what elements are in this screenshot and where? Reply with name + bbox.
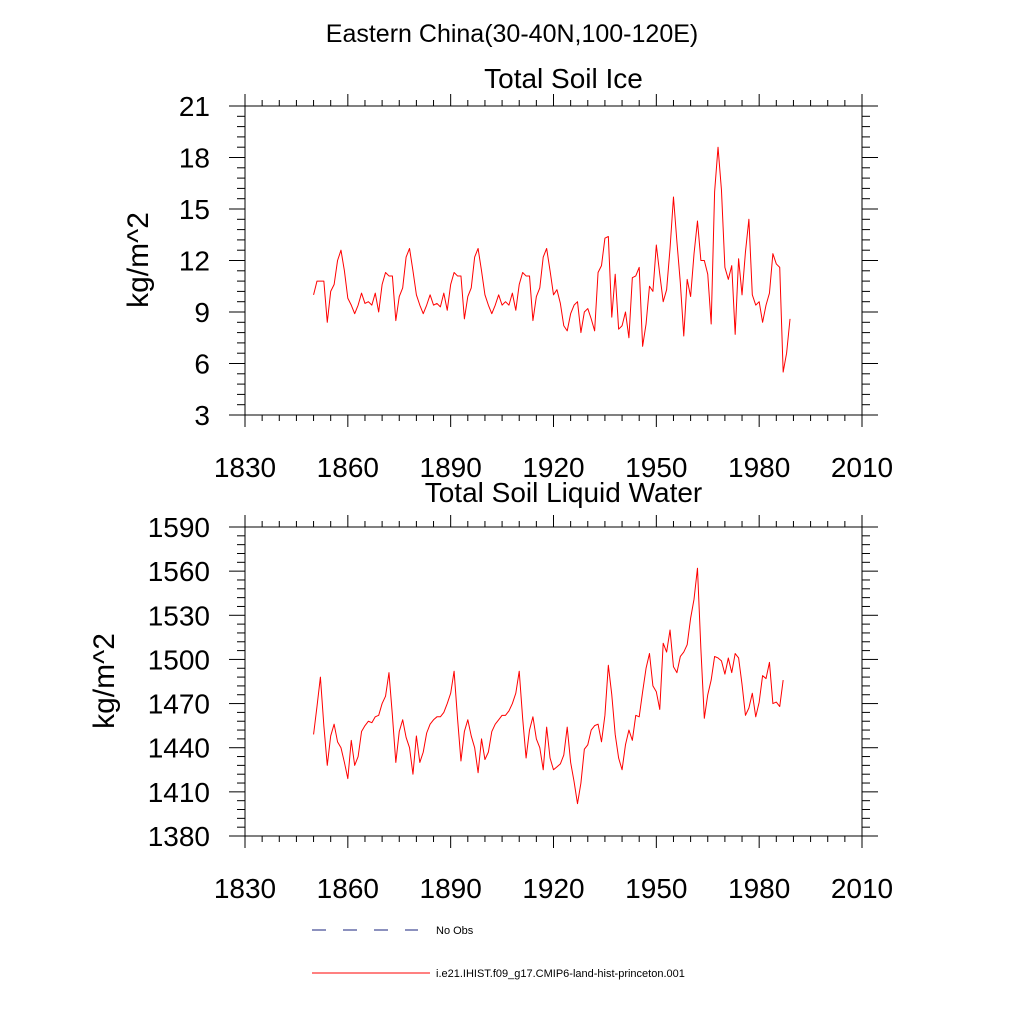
- x-tick-label: 1950: [625, 873, 687, 904]
- y-tick-label: 1440: [148, 733, 210, 764]
- y-tick-label: 1560: [148, 556, 210, 587]
- x-tick-label: 1950: [625, 452, 687, 483]
- chart-title: Total Soil Ice: [484, 63, 643, 94]
- x-tick-label: 1860: [317, 873, 379, 904]
- x-tick-label: 2010: [831, 452, 893, 483]
- y-tick-label: 1590: [148, 512, 210, 543]
- legend-label-model: i.e21.IHIST.f09_g17.CMIP6-land-hist-prin…: [436, 968, 685, 980]
- y-axis-label: kg/m^2: [122, 212, 155, 308]
- series-line: [313, 567, 784, 805]
- x-tick-label: 1920: [522, 452, 584, 483]
- y-tick-label: 1500: [148, 644, 210, 675]
- legend-label-no-obs: No Obs: [436, 925, 474, 937]
- y-tick-label: 3: [194, 400, 210, 431]
- x-tick-label: 1980: [728, 873, 790, 904]
- x-tick-label: 1860: [317, 452, 379, 483]
- y-tick-label: 1530: [148, 600, 210, 631]
- y-tick-label: 1470: [148, 689, 210, 720]
- x-tick-label: 1890: [420, 452, 482, 483]
- y-tick-label: 1410: [148, 777, 210, 808]
- chart-title: Total Soil Liquid Water: [425, 477, 703, 508]
- x-tick-label: 1830: [214, 873, 276, 904]
- y-tick-label: 1380: [148, 821, 210, 852]
- y-tick-label: 9: [194, 297, 210, 328]
- x-tick-label: 1890: [420, 873, 482, 904]
- panel-soil-liquid-water: Total Soil Liquid Water kg/m^2 1830 1860 189…: [88, 477, 893, 904]
- x-tick-label: 2010: [831, 873, 893, 904]
- series-line: [313, 146, 791, 373]
- x-tick-label: 1920: [522, 873, 584, 904]
- panel-soil-ice: Total Soil Ice kg/m^2 1830 1860 1890 1920 1950…: [122, 63, 893, 483]
- figure-title: Eastern China(30-40N,100-120E): [326, 20, 698, 48]
- y-tick-label: 12: [179, 246, 210, 277]
- plot-frame: [244, 526, 863, 837]
- y-axis-label: kg/m^2: [88, 633, 121, 729]
- y-tick-label: 21: [179, 91, 210, 122]
- x-tick-label: 1830: [214, 452, 276, 483]
- y-tick-label: 15: [179, 194, 210, 225]
- x-tick-label: 1980: [728, 452, 790, 483]
- y-tick-label: 6: [194, 349, 210, 380]
- y-tick-label: 18: [179, 143, 210, 174]
- legend: No Obs i.e21.IHIST.f09_g17.CMIP6-land-hi…: [312, 925, 685, 980]
